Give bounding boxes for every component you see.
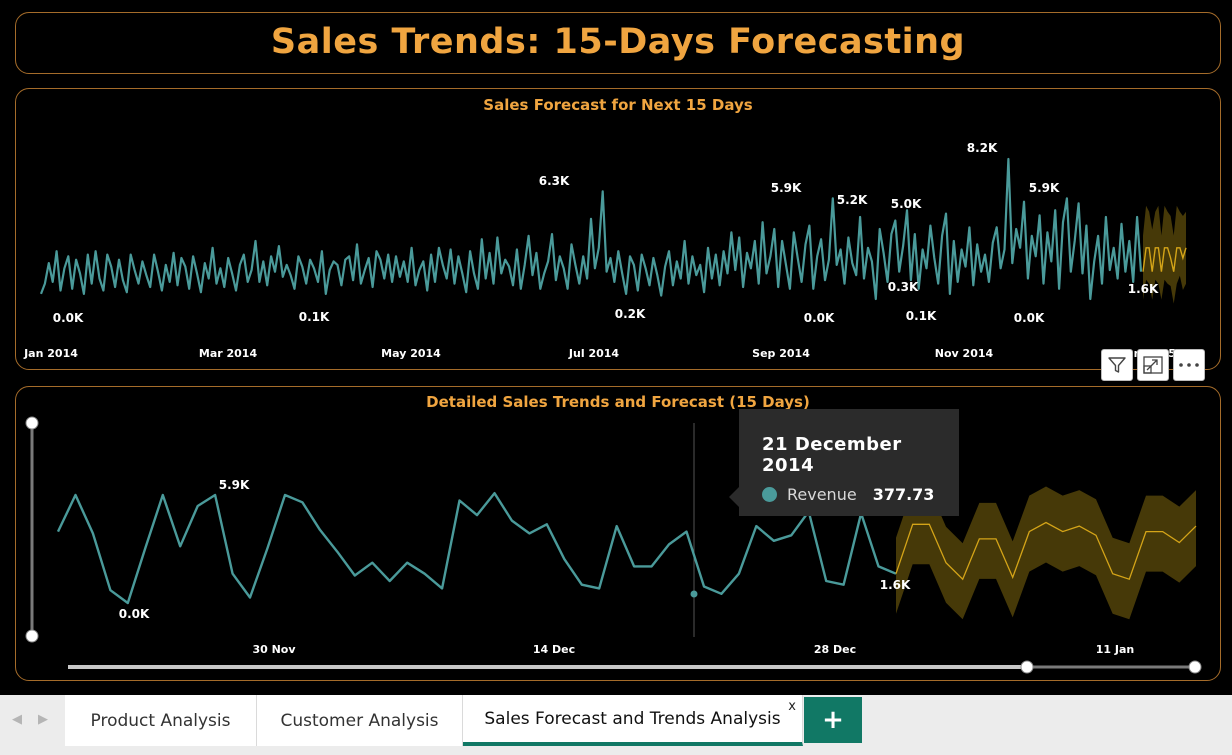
vertical-zoom-handle-top[interactable] [25,416,39,430]
horizontal-zoom-handle-right[interactable] [1188,660,1202,674]
focus-mode-icon [1143,356,1163,374]
data-label: 5.9K [771,181,802,195]
prev-page-icon[interactable]: ◀ [12,712,22,727]
tooltip-date: 21 December 2014 [762,434,902,476]
visual-header [1101,349,1205,383]
series-dot-icon [762,487,777,502]
x-tick-label: 14 Dec [533,643,575,656]
x-tick-label: 30 Nov [252,643,296,656]
x-tick-label: Jan 2014 [23,347,78,360]
data-label: 1.6K [1128,282,1159,296]
tooltip-row: Revenue 377.73 [762,485,959,504]
horizontal-zoom-handle-left[interactable] [1020,660,1034,674]
data-label: 0.2K [615,307,646,321]
data-label: 0.1K [906,309,937,323]
data-label: 0.0K [119,607,150,621]
filter-button[interactable] [1101,349,1133,381]
filter-icon [1108,357,1126,373]
next-page-icon[interactable]: ▶ [38,712,48,727]
x-tick-label: Mar 2014 [199,347,258,360]
x-tick-label: May 2014 [381,347,441,360]
detailed-chart-panel[interactable]: Detailed Sales Trends and Forecast (15 D… [15,386,1221,681]
tooltip-label: Revenue [787,485,857,504]
data-label: 6.3K [539,174,570,188]
more-options-button[interactable] [1173,349,1205,381]
forecast-chart[interactable]: 0.0K 0.1K 6.3K 0.2K 5.9K 0.0K 5.2K 5.0K 0.3K 0.1K… [16,89,1220,369]
forecast-confidence-band [896,486,1196,620]
close-tab-icon[interactable]: x [788,699,796,714]
data-label: 0.1K [299,310,330,324]
data-label: 0.0K [1014,311,1045,325]
data-label: 8.2K [967,141,998,155]
actual-sales-line [39,157,1143,301]
hover-point [690,590,698,598]
tab-customer-analysis[interactable]: Customer Analysis [257,695,463,746]
tab-label: Sales Forecast and Trends Analysis [484,708,781,729]
actual-sales-line [56,491,897,605]
data-label: 5.9K [1029,181,1060,195]
page-tab-bar: ◀ ▶ Product Analysis Customer Analysis S… [0,695,1232,755]
forecast-line [895,521,1197,581]
detailed-chart-title: Detailed Sales Trends and Forecast (15 D… [426,393,810,411]
data-label: 0.3K [888,280,919,294]
x-tick-label: 28 Dec [814,643,856,656]
tab-sales-forecast[interactable]: Sales Forecast and Trends Analysis x [463,695,803,746]
data-label: 5.9K [219,478,250,492]
data-label: 5.2K [837,193,868,207]
focus-mode-button[interactable] [1137,349,1169,381]
tab-product-analysis[interactable]: Product Analysis [65,695,257,746]
report-canvas: Sales Trends: 15-Days Forecasting Sales … [0,0,1232,695]
chart-tooltip: 21 December 2014 Revenue 377.73 [729,409,959,516]
page-title: Sales Trends: 15-Days Forecasting [270,22,966,62]
x-tick-label: 11 Jan [1096,643,1134,656]
data-label: 5.0K [891,197,922,211]
x-tick-label: Jul 2014 [568,347,619,360]
x-tick-label: Nov 2014 [935,347,994,360]
x-tick-label: Sep 2014 [752,347,810,360]
add-page-button[interactable]: + [804,697,862,743]
forecast-line [1142,247,1187,272]
forecast-chart-title: Sales Forecast for Next 15 Days [483,96,753,114]
title-banner: Sales Trends: 15-Days Forecasting [15,12,1221,74]
more-options-icon [1179,363,1199,367]
data-label: 0.0K [53,311,84,325]
forecast-chart-panel[interactable]: Sales Forecast for Next 15 Days 0.0K 0.1K… [15,88,1221,370]
data-label: 1.6K [880,578,911,592]
detailed-chart[interactable]: 5.9K 0.0K 1.6K 30 Nov 14 Dec 28 Dec 11 Jan [16,387,1220,680]
forecast-confidence-band [1143,205,1186,304]
data-label: 0.0K [804,311,835,325]
vertical-zoom-handle-bottom[interactable] [25,629,39,643]
tooltip-value: 377.73 [872,485,935,504]
